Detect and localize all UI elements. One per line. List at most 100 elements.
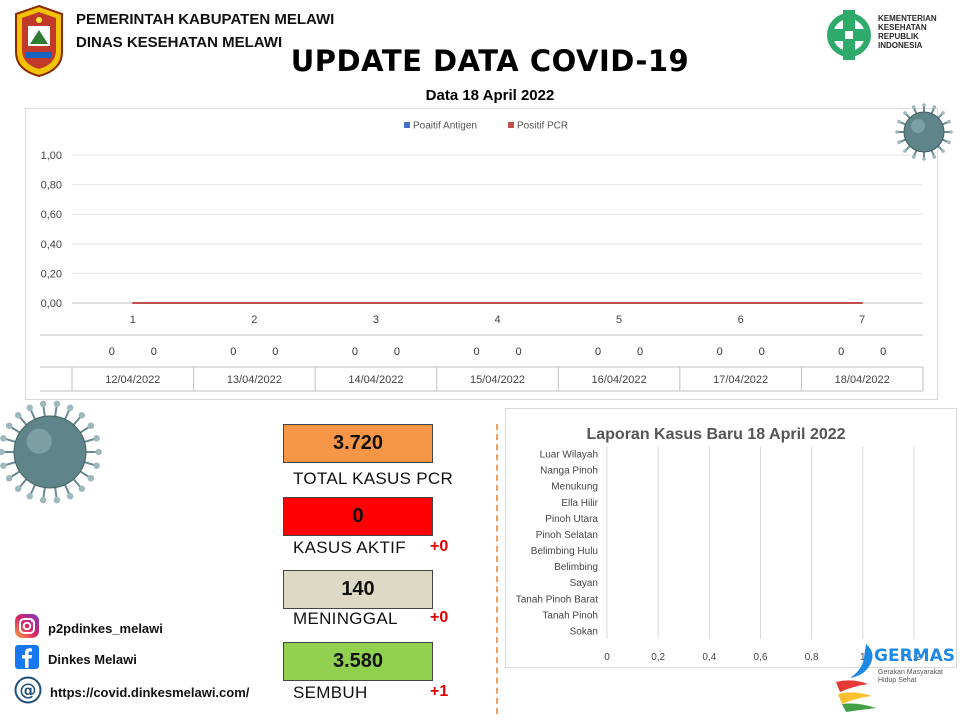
series-1-point-2: [375, 302, 377, 304]
germas-name: GERMAS: [874, 646, 955, 666]
at-sign-icon: @: [14, 676, 42, 709]
bar-x-tick-0: 0: [604, 652, 610, 663]
daily-positive-chart: Poaitif Antigen Positif PCR 0,00 0,20 0,40 0,…: [25, 108, 938, 400]
virus-b-spike-tip-2: [87, 475, 95, 482]
y-tick-label-3: 0,60: [41, 209, 62, 221]
bar-x-tick-6: 1,2: [907, 652, 921, 663]
new-cases-report-chart: Laporan Kasus Baru 18 April 2022 0 0,2 0,4 0…: [505, 408, 957, 668]
virus-b-spike-tip-4: [66, 492, 74, 500]
data-label-s1-4: 0: [637, 346, 643, 358]
deaths-value-box: 140: [283, 570, 433, 609]
data-label-s0-5: 0: [717, 346, 723, 358]
legend-label-1: Positif PCR: [517, 121, 568, 132]
date-label-2: 14/04/2022: [348, 374, 403, 386]
instagram-handle: p2pdinkes_melawi: [48, 620, 163, 636]
virus-b-spike-tip-7: [26, 492, 34, 500]
y-tick-label-0: 0,00: [41, 298, 62, 310]
virus-b-spike-tip-6: [39, 496, 47, 504]
virus-a-spike-tip-1: [947, 140, 951, 145]
department-name: DINAS KESEHATAN MELAWI: [76, 34, 283, 51]
virus-b-spike-tip-19: [78, 412, 86, 419]
category-label-5: Pinoh Selatan: [536, 530, 598, 541]
instagram-contact[interactable]: p2pdinkes_melawi: [14, 613, 163, 641]
recovered-value-box: 3.580: [283, 642, 433, 681]
bar-chart-title: Laporan Kasus Baru 18 April 2022: [586, 426, 845, 443]
virus-illustration-top-right: [890, 98, 958, 166]
virus-a-spike-tip-13: [932, 105, 937, 109]
date-label-4: 16/04/2022: [592, 374, 647, 386]
series-1-point-3: [496, 302, 499, 304]
kemenkes-text-3: REPUBLIK: [878, 32, 919, 41]
daily-positive-chart-svg: Poaitif Antigen Positif PCR 0,00 0,20 0,40 0,…: [40, 121, 924, 392]
legend-swatch-1: [508, 122, 514, 128]
virus-b-spike-tip-17: [53, 400, 61, 408]
y-tick-label-4: 0,80: [41, 180, 62, 192]
virus-b-body: [13, 415, 87, 489]
series-1-point-1: [253, 302, 256, 304]
active-cases-delta: +0: [430, 538, 449, 555]
virus-b-spike-tip-16: [39, 400, 47, 408]
virus-b-spike-tip-1: [93, 462, 100, 469]
bar-x-tick-5: 1: [860, 652, 866, 663]
date-label-5: 17/04/2022: [713, 374, 768, 386]
virus-b-spike-tip-10: [0, 462, 7, 469]
data-label-s1-0: 0: [151, 346, 157, 358]
category-label-6: Belimbing Hulu: [531, 546, 598, 557]
section-divider: [496, 424, 498, 714]
x-tick-label-5: 6: [738, 314, 744, 326]
website-contact[interactable]: @ https://covid.dinkesmelawi.com/: [14, 676, 250, 705]
category-label-11: Sokan: [570, 626, 598, 637]
active-cases-value-box: 0: [283, 497, 433, 536]
category-label-4: Pinoh Utara: [545, 514, 598, 525]
deaths-label: MENINGGAL: [293, 609, 398, 628]
category-label-8: Sayan: [570, 578, 598, 589]
virus-b-spike-tip-5: [53, 496, 61, 504]
virus-b-spike-tip-3: [78, 485, 86, 492]
page-title: UPDATE DATA COVID-19: [290, 44, 690, 78]
date-label-6: 18/04/2022: [835, 374, 890, 386]
x-tick-label-0: 1: [130, 314, 136, 326]
legend-label-0: Poaitif Antigen: [413, 121, 477, 132]
virus-a-spike-tip-15: [947, 119, 951, 124]
virus-b-spike-tip-9: [5, 475, 13, 482]
total-pcr-value-box: 3.720: [283, 424, 433, 463]
virus-a-spike-tip-8: [895, 130, 899, 134]
virus-b-spike-tip-0: [95, 448, 102, 456]
x-tick-label-4: 5: [616, 314, 622, 326]
kemenkes-logo: KEMENTERIAN KESEHATAN REPUBLIK INDONESIA: [826, 6, 951, 66]
deaths-delta: +0: [430, 609, 449, 626]
recovered-value: 3.580: [332, 650, 384, 672]
kemenkes-text-4: INDONESIA: [878, 41, 923, 50]
virus-a-body: [903, 111, 945, 153]
virus-b-spike-tip-21: [93, 435, 100, 442]
series-1-point-0: [131, 302, 134, 304]
category-label-3: Ella Hilir: [561, 498, 598, 509]
virus-b-spike-tip-12: [0, 435, 7, 442]
category-label-7: Belimbing: [554, 562, 598, 573]
new-cases-report-chart-svg: Laporan Kasus Baru 18 April 2022 0 0,2 0,4 0…: [516, 426, 922, 663]
virus-b-spike-tip-13: [5, 422, 13, 429]
date-label-3: 15/04/2022: [470, 374, 525, 386]
website-url: https://covid.dinkesmelawi.com/: [50, 684, 250, 700]
virus-b-spike-tip-15: [26, 404, 34, 412]
virus-a-spike-tip-12: [922, 103, 926, 107]
x-tick-label-3: 4: [494, 314, 500, 326]
virus-b-spike-tip-11: [0, 448, 5, 456]
virus-a-spike-tip-4: [922, 157, 926, 161]
legend-swatch-0: [404, 122, 410, 128]
page-subtitle: Data 18 April 2022: [425, 87, 555, 104]
total-pcr-value: 3.720: [332, 432, 384, 454]
virus-a-spike-tip-11: [911, 105, 916, 109]
virus-a-spike-tip-0: [949, 130, 953, 134]
data-label-s1-1: 0: [272, 346, 278, 358]
category-label-1: Nanga Pinoh: [540, 466, 598, 477]
recovered-delta: +1: [430, 683, 449, 700]
facebook-contact[interactable]: Dinkes Melawi: [14, 644, 137, 672]
data-label-s0-3: 0: [473, 346, 479, 358]
germas-logo: GERMAS Gerakan Masyarakat Hidup Sehat: [832, 642, 956, 712]
chart-legend: Poaitif Antigen Positif PCR: [404, 121, 568, 132]
data-label-s0-2: 0: [352, 346, 358, 358]
y-tick-label-5: 1,00: [41, 150, 62, 162]
date-label-0: 12/04/2022: [105, 374, 160, 386]
data-label-s0-0: 0: [109, 346, 115, 358]
